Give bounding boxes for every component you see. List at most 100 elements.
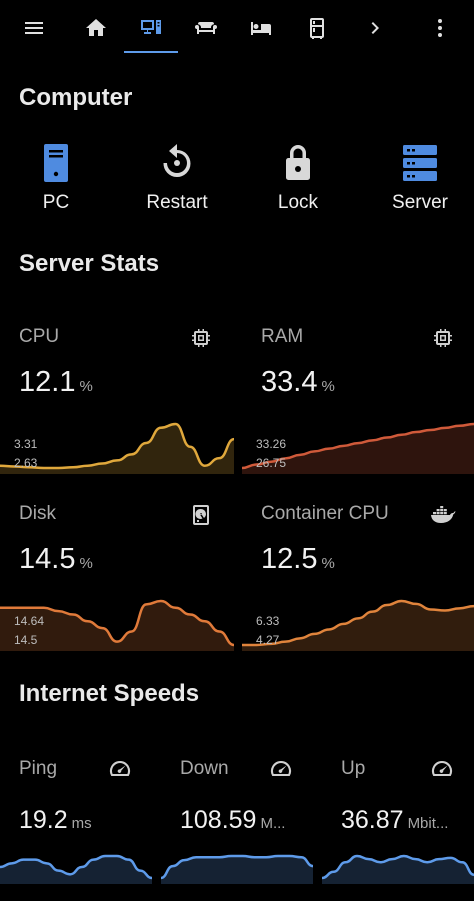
up-value: 36.87 (341, 806, 404, 834)
disk-sensor-card[interactable]: Disk 14.5% 14.64 14.5 (0, 495, 234, 651)
bed-icon (251, 22, 271, 35)
sparkline-area (0, 424, 234, 474)
down-sensor-card[interactable]: Down 108.59 M... (161, 750, 313, 884)
cpu-chip-icon (189, 326, 213, 350)
sparkline-line (0, 854, 152, 880)
menu-button[interactable] (14, 8, 54, 48)
container-cpu-value: 12.5 (261, 543, 318, 575)
down-speedometer-icon (269, 758, 293, 782)
disk-value: 14.5 (19, 543, 76, 575)
fridge-icon (310, 18, 324, 39)
ram-chip-icon (431, 326, 455, 350)
sparkline-area (0, 856, 152, 884)
up-name: Up (341, 758, 366, 779)
tab-living-room[interactable] (186, 8, 226, 48)
sparkline-line (161, 854, 313, 880)
down-sparkline (161, 854, 313, 884)
ping-sensor-card[interactable]: Ping 19.2 ms (0, 750, 152, 884)
section-title-server-stats: Server Stats (19, 250, 160, 277)
ram-min-label: 26.75 (256, 456, 287, 470)
cpu-value-row: 12.1% (19, 366, 93, 399)
container-cpu-value-row: 12.5% (261, 543, 335, 576)
server-icon (403, 145, 437, 181)
container-cpu-min-label: 4.27 (256, 633, 280, 647)
disk-unit: % (79, 555, 93, 572)
ram-sparkline (242, 422, 474, 474)
up-speedometer-icon (430, 758, 454, 782)
up-sparkline (322, 854, 474, 884)
lock-button-label: Lock (277, 192, 319, 213)
restart-button[interactable]: Restart (122, 140, 232, 220)
lock-icon (286, 145, 310, 180)
disk-value-row: 14.5% (19, 543, 93, 576)
sparkline-area (322, 856, 474, 884)
section-title-internet-speeds: Internet Speeds (19, 680, 200, 707)
cpu-name: CPU (19, 326, 60, 347)
up-value-row: 36.87 Mbit... (341, 806, 448, 835)
cpu-max-label: 3.31 (14, 437, 38, 451)
container-cpu-unit: % (321, 555, 335, 572)
tab-scroll-right[interactable] (355, 8, 395, 48)
tab-home[interactable] (76, 8, 116, 48)
ram-unit: % (321, 378, 335, 395)
ram-value-row: 33.4% (261, 366, 335, 399)
active-tab-indicator (124, 51, 178, 53)
ping-sparkline (0, 854, 152, 884)
docker-icon (428, 503, 456, 527)
ping-value: 19.2 (19, 806, 68, 834)
sparkline-area (161, 856, 313, 884)
ping-value-row: 19.2 ms (19, 806, 92, 835)
disk-name: Disk (19, 503, 56, 524)
tab-computer[interactable] (131, 8, 171, 48)
sparkline-line (0, 422, 234, 470)
ping-unit: ms (71, 815, 92, 832)
down-value-row: 108.59 M... (180, 806, 285, 835)
tab-bedroom[interactable] (241, 8, 281, 48)
pc-button-label: PC (42, 192, 70, 213)
cpu-sensor-card[interactable]: CPU 12.1% 3.31 2.63 (0, 318, 234, 474)
overflow-menu-button[interactable] (420, 8, 460, 48)
cpu-unit: % (79, 378, 93, 395)
top-tab-bar (0, 0, 474, 56)
ping-speedometer-icon (108, 758, 132, 782)
restart-button-label: Restart (146, 192, 208, 213)
ping-name: Ping (19, 758, 58, 779)
sparkline-line (242, 422, 474, 470)
container-cpu-max-label: 6.33 (256, 614, 280, 628)
more-vertical-icon (438, 19, 442, 37)
sparkline-line (242, 599, 474, 647)
chevron-right-icon (371, 22, 379, 34)
down-value: 108.59 (180, 806, 257, 834)
sofa-icon (195, 22, 217, 34)
menu-icon (25, 22, 43, 34)
sparkline-area (242, 424, 474, 474)
desktop-tower-icon (44, 144, 68, 182)
server-button[interactable]: Server (365, 140, 474, 220)
up-unit: Mbit... (407, 815, 449, 832)
home-icon (86, 19, 106, 36)
tab-kitchen[interactable] (297, 8, 337, 48)
ram-sensor-card[interactable]: RAM 33.4% 33.26 26.75 (242, 318, 474, 474)
disk-min-label: 14.5 (14, 633, 38, 647)
server-button-label: Server (392, 192, 448, 213)
container-cpu-name: Container CPU (261, 503, 389, 524)
ram-value: 33.4 (261, 366, 318, 398)
down-unit: M... (260, 815, 286, 832)
container-cpu-sparkline (242, 599, 474, 651)
ram-name: RAM (261, 326, 304, 347)
up-sensor-card[interactable]: Up 36.87 Mbit... (322, 750, 474, 884)
ram-max-label: 33.26 (256, 437, 287, 451)
cpu-sparkline (0, 422, 234, 474)
down-name: Down (180, 758, 229, 779)
harddisk-icon (189, 503, 213, 527)
section-title-computer: Computer (19, 84, 133, 111)
monitor-icon (141, 20, 161, 34)
disk-max-label: 14.64 (14, 614, 45, 628)
sparkline-line (0, 599, 234, 647)
container-cpu-sensor-card[interactable]: Container CPU 12.5% 6.33 4.27 (242, 495, 474, 651)
pc-button[interactable]: PC (1, 140, 111, 220)
restart-icon (163, 144, 191, 177)
lock-button[interactable]: Lock (243, 140, 353, 220)
cpu-value: 12.1 (19, 366, 76, 398)
disk-sparkline (0, 599, 234, 651)
